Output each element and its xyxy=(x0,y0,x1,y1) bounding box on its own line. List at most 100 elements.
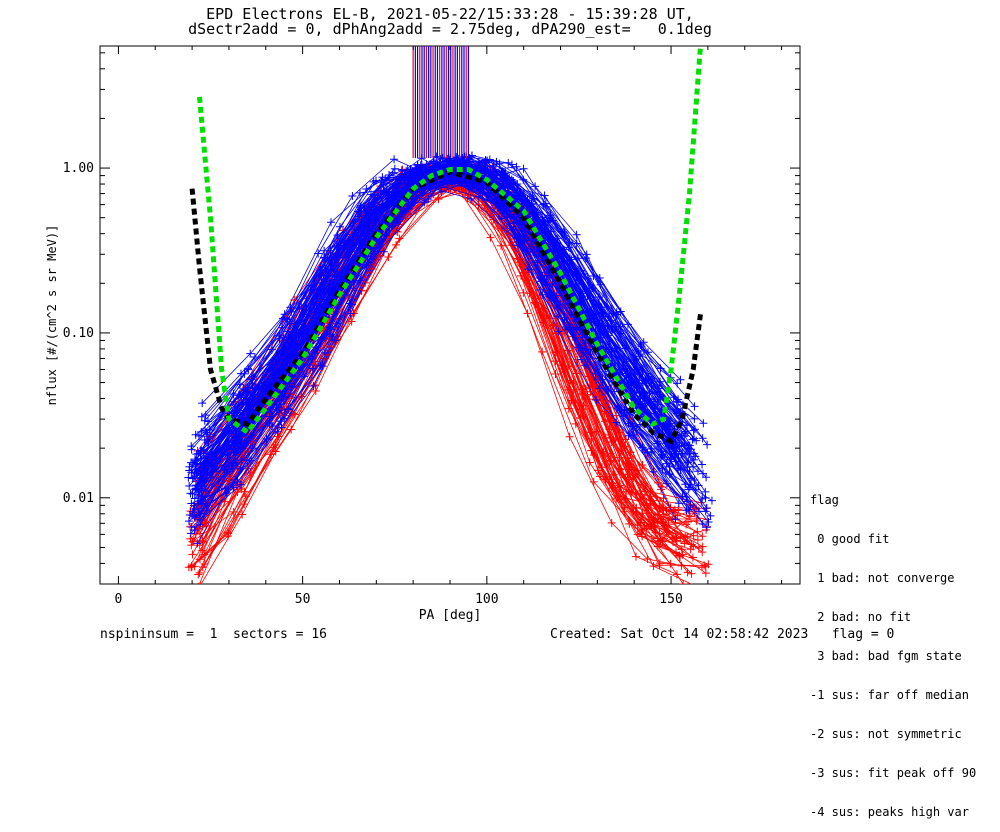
blue-trace-point xyxy=(594,368,603,377)
blue-trace-point xyxy=(201,487,210,496)
red-trace-point xyxy=(238,510,247,519)
blue-trace-point xyxy=(704,518,713,527)
blue-trace-point xyxy=(230,475,239,484)
blue-trace-point xyxy=(595,274,604,283)
blue-trace-point xyxy=(512,162,521,171)
blue-trace-point xyxy=(286,331,295,340)
red-trace-point xyxy=(589,477,598,486)
blue-trace-point xyxy=(572,230,581,239)
blue-trace-point xyxy=(377,207,386,216)
blue-trace-point xyxy=(653,387,662,396)
blue-trace-point xyxy=(519,164,528,173)
blue-trace-point xyxy=(390,164,399,173)
blue-trace-point xyxy=(320,246,329,255)
blue-trace-point xyxy=(190,501,199,510)
blue-trace-point xyxy=(327,218,336,227)
blue-trace-point xyxy=(280,310,289,319)
blue-trace-point xyxy=(198,399,207,408)
blue-trace-point xyxy=(603,321,612,330)
x-tick-label: 50 xyxy=(295,592,311,607)
red-trace-point xyxy=(655,505,664,514)
footer-right: Created: Sat Oct 14 02:58:42 2023 flag =… xyxy=(550,627,895,642)
blue-trace-point xyxy=(190,526,199,535)
red-trace-point xyxy=(188,550,197,559)
blue-trace-point xyxy=(678,492,687,501)
blue-trace-point xyxy=(572,323,581,332)
blue-trace-point xyxy=(701,493,710,502)
blue-trace-point xyxy=(495,159,504,168)
blue-trace-point xyxy=(690,476,699,485)
x-axis-label: PA [deg] xyxy=(419,608,482,623)
flag-legend-item: -3 sus: fit peak off 90 xyxy=(810,766,977,780)
flag-legend-item: -4 sus: peaks high var xyxy=(810,805,969,819)
flag-legend-item: 1 bad: not converge xyxy=(810,571,955,585)
blue-trace-point xyxy=(629,422,638,431)
blue-trace-point xyxy=(429,157,438,166)
blue-trace-point xyxy=(541,222,550,231)
blue-trace-point xyxy=(436,154,445,163)
blue-trace-point xyxy=(651,395,660,404)
blue-trace-point xyxy=(306,286,315,295)
red-trace-point xyxy=(434,193,443,202)
blue-trace-point xyxy=(241,398,250,407)
red-trace-point xyxy=(625,519,634,528)
red-trace-point xyxy=(195,555,204,564)
red-trace-point xyxy=(660,524,669,533)
blue-trace-point xyxy=(701,507,710,516)
blue-trace-point xyxy=(242,389,251,398)
blue-trace-point xyxy=(203,459,212,468)
blue-trace-point xyxy=(689,426,698,435)
blue-trace-point xyxy=(197,412,206,421)
blue-trace-point xyxy=(190,455,199,464)
blue-trace-point xyxy=(545,292,554,301)
blue-trace-point xyxy=(377,178,386,187)
black-fit-curve xyxy=(189,169,703,445)
red-trace-point xyxy=(649,562,658,571)
blue-trace-point xyxy=(279,333,288,342)
blue-trace-point xyxy=(406,165,415,174)
blue-trace-point xyxy=(519,199,528,208)
blue-trace-line xyxy=(192,166,671,479)
blue-trace-line xyxy=(194,171,671,519)
blue-trace-point xyxy=(630,389,639,398)
red-trace-point xyxy=(271,447,280,456)
red-trace-point xyxy=(392,240,401,249)
blue-trace-point xyxy=(665,462,674,471)
blue-trace-point xyxy=(591,327,600,336)
red-trace-point xyxy=(668,533,677,542)
red-trace-point xyxy=(638,509,647,518)
blue-trace-point xyxy=(186,529,195,538)
blue-trace-point xyxy=(675,442,684,451)
blue-trace-point xyxy=(504,158,513,167)
blue-trace-point xyxy=(541,199,550,208)
blue-trace-point xyxy=(616,307,625,316)
blue-trace-point xyxy=(452,156,461,165)
flag-legend-item: -2 sus: not symmetric xyxy=(810,727,962,741)
red-trace-point xyxy=(693,527,702,536)
blue-trace-point xyxy=(656,392,665,401)
trace-group xyxy=(184,46,716,584)
flag-legend-title: flag xyxy=(810,493,839,507)
red-trace-point xyxy=(187,541,196,550)
red-trace-point xyxy=(486,233,495,242)
blue-trace-point xyxy=(692,436,701,445)
blue-trace-point xyxy=(698,434,707,443)
red-trace-point xyxy=(233,488,242,497)
blue-trace-point xyxy=(665,470,674,479)
blue-trace-point xyxy=(268,422,277,431)
blue-trace-point xyxy=(622,364,631,373)
red-trace-point xyxy=(571,399,580,408)
red-trace-point xyxy=(585,458,594,467)
blue-trace-point xyxy=(186,489,195,498)
blue-trace-point xyxy=(653,400,662,409)
red-trace-point xyxy=(551,357,560,366)
blue-trace-point xyxy=(237,456,246,465)
blue-trace-point xyxy=(192,481,201,490)
chart-subtitle: dSectr2add = 0, dPhAng2add = 2.75deg, dP… xyxy=(188,20,712,38)
blue-trace-point xyxy=(246,349,255,358)
red-trace-point xyxy=(579,385,588,394)
red-trace-point xyxy=(519,288,528,297)
blue-trace-point xyxy=(682,506,691,515)
blue-trace-point xyxy=(191,430,200,439)
red-trace-point xyxy=(698,532,707,541)
